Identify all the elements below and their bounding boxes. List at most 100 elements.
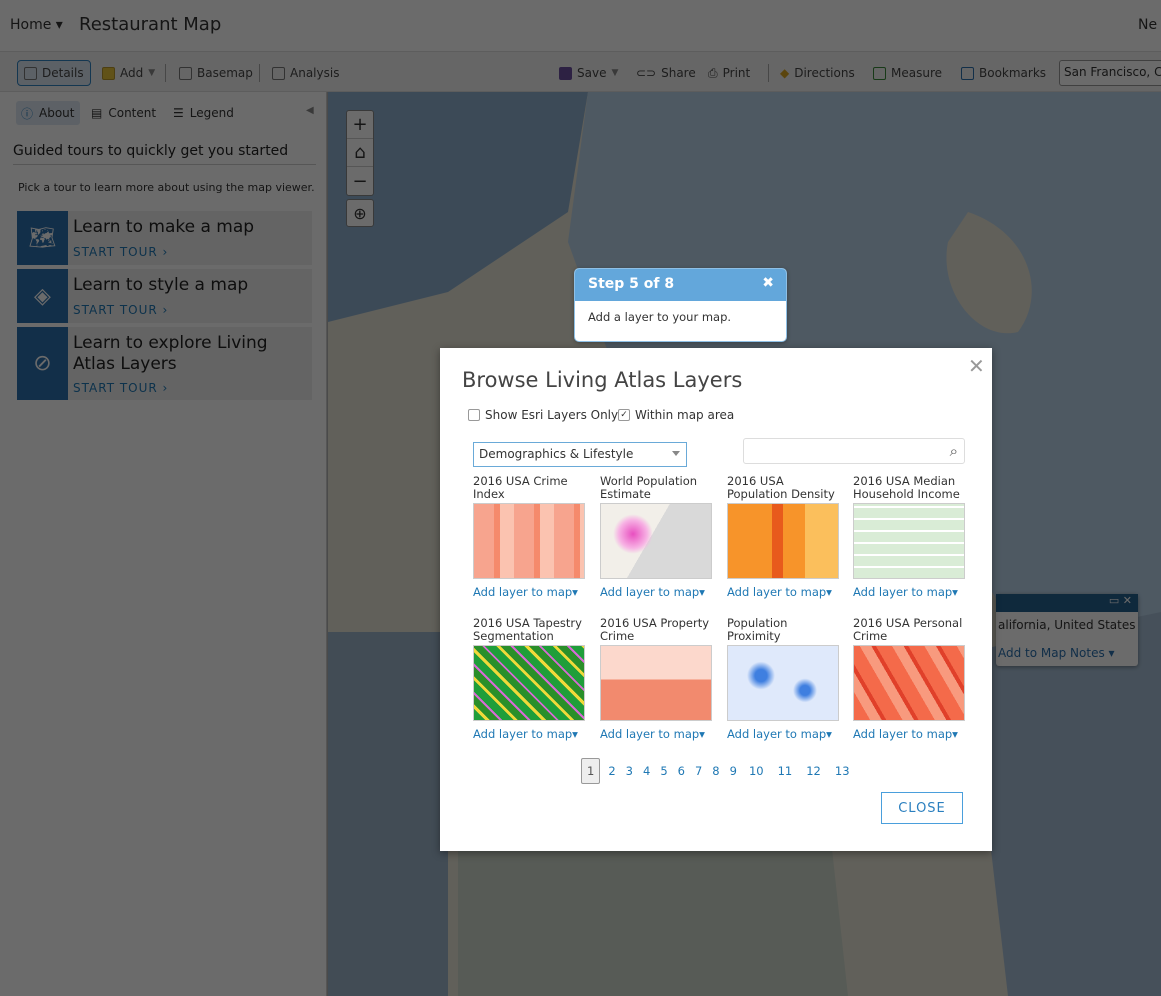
tour-style-map[interactable]: ◈ Learn to style a map START TOUR › [17,269,312,323]
close-icon[interactable]: ✕ [1122,594,1132,607]
layer-title: 2016 USA Population Density [727,474,835,501]
page-1[interactable]: 1 [581,758,601,784]
add-layer-link[interactable]: Add layer to map▾ [853,727,958,741]
layer-thumbnail[interactable] [727,645,839,721]
chevron-down-icon: ▼ [611,68,619,78]
print-button[interactable]: ⎙ Print [702,60,756,86]
tab-content[interactable]: ▤ Content [86,101,161,125]
add-layer-link[interactable]: Add layer to map▾ [600,585,705,599]
collapse-panel-icon[interactable]: ◀ [306,105,314,116]
step-body: Add a layer to your map. [588,310,732,324]
page-6[interactable]: 6 [677,764,685,778]
checkbox-box[interactable] [468,409,480,421]
close-button[interactable]: CLOSE [881,792,963,824]
home-extent-button[interactable]: ⌂ [347,139,373,167]
show-esri-only-checkbox[interactable]: Show Esri Layers Only [468,408,618,422]
search-icon[interactable]: ⌕ [949,442,958,460]
layer-title: 2016 USA Crime Index [473,474,568,501]
layer-title: World Population Estimate [600,474,698,501]
category-select[interactable]: Demographics & Lifestyle [473,442,687,467]
layer-search-input[interactable]: ⌕ [743,438,965,464]
layer-thumbnail[interactable] [853,645,965,721]
zoom-in-button[interactable]: + [347,111,373,139]
close-icon[interactable]: ✕ [968,354,985,378]
locate-button[interactable]: ⊕ [346,199,374,227]
checkbox-box[interactable]: ✓ [618,409,630,421]
checkbox-label: Within map area [635,408,735,422]
details-button[interactable]: Details [17,60,91,86]
add-layer-link[interactable]: Add layer to map▾ [600,727,705,741]
within-map-area-checkbox[interactable]: ✓ Within map area [618,408,734,422]
legend-icon: ☰ [173,106,184,120]
bookmark-icon [961,66,974,80]
layer-thumbnail[interactable] [727,503,839,579]
map-popup: ▭ ✕ alifornia, United States Add to Map … [996,594,1138,666]
close-icon[interactable]: ✖ [762,275,774,291]
directions-button[interactable]: ◆ Directions [774,60,861,86]
home-menu[interactable]: Home ▾ [10,17,63,33]
tour-make-map[interactable]: 🗺 Learn to make a map START TOUR › [17,211,312,265]
details-panel: ⓘ About ▤ Content ☰ Legend ◀ Guided tours t… [0,92,327,996]
layer-title: Population Proximity [727,616,788,643]
compass-icon: ⊘ [17,327,68,400]
page-9[interactable]: 9 [729,764,737,778]
page-3[interactable]: 3 [625,764,633,778]
start-tour-link[interactable]: START TOUR › [73,381,169,395]
divider [259,64,260,82]
save-icon [559,66,572,80]
print-label: Print [722,66,751,80]
add-icon [102,66,115,80]
add-to-map-notes-link[interactable]: Add to Map Notes ▾ [998,646,1115,660]
layer-title: 2016 USA Tapestry Segmentation [473,616,582,643]
tour-living-atlas[interactable]: ⊘ Learn to explore Living Atlas Layers STA… [17,327,312,400]
map-icon: 🗺 [17,211,68,265]
tab-legend[interactable]: ☰ Legend [168,101,239,125]
save-button[interactable]: Save ▼ [553,60,624,86]
location-search-input[interactable]: San Francisco, Ca [1059,60,1161,86]
bookmarks-button[interactable]: Bookmarks [955,60,1052,86]
maximize-icon[interactable]: ▭ [1108,594,1120,607]
add-button[interactable]: Add ▼ [96,60,161,86]
page-13[interactable]: 13 [834,764,850,778]
add-layer-link[interactable]: Add layer to map▾ [853,585,958,599]
layer-card: 2016 USA Population Density Add layer to … [727,475,841,599]
add-layer-link[interactable]: Add layer to map▾ [473,727,578,741]
analysis-label: Analysis [290,66,340,80]
page-5[interactable]: 5 [660,764,668,778]
tab-label: Content [108,106,157,120]
layer-thumbnail[interactable] [600,645,712,721]
tab-about[interactable]: ⓘ About [16,101,80,125]
tour-title: Learn to make a map [73,217,255,237]
basemap-icon [179,66,192,80]
basemap-button[interactable]: Basemap [173,60,259,86]
new-map-link[interactable]: Ne [1138,17,1158,33]
page-11[interactable]: 11 [777,764,793,778]
start-tour-link[interactable]: START TOUR › [73,245,169,259]
app-header: Home ▾ Restaurant Map Ne [0,0,1161,52]
page-7[interactable]: 7 [694,764,703,778]
panel-intro: Pick a tour to learn more about using th… [18,181,315,194]
analysis-button[interactable]: Analysis [266,60,345,86]
add-layer-link[interactable]: Add layer to map▾ [727,585,832,599]
layer-thumbnail[interactable] [600,503,712,579]
directions-icon: ◆ [780,66,790,80]
share-button[interactable]: ⊂⊃ Share [630,60,702,86]
toolbar: Details Add ▼ Basemap Analysis Save ▼ ⊂⊃ Sh… [0,52,1161,92]
add-layer-link[interactable]: Add layer to map▾ [727,727,832,741]
layer-thumbnail[interactable] [473,503,585,579]
page-2[interactable]: 2 [608,764,616,778]
measure-icon [873,66,886,80]
measure-button[interactable]: Measure [867,60,948,86]
layer-thumbnail[interactable] [473,645,585,721]
layer-card: 2016 USA Crime Index Add layer to map▾ [473,475,587,599]
zoom-out-button[interactable]: − [352,170,368,192]
page-8[interactable]: 8 [712,764,720,778]
page-12[interactable]: 12 [806,764,821,778]
add-layer-link[interactable]: Add layer to map▾ [473,585,578,599]
page-10[interactable]: 10 [748,764,764,778]
layer-thumbnail[interactable] [853,503,965,579]
page-4[interactable]: 4 [642,764,651,778]
chevron-down-icon: ▼ [148,68,156,78]
start-tour-link[interactable]: START TOUR › [73,303,169,317]
info-icon: ⓘ [21,106,34,121]
